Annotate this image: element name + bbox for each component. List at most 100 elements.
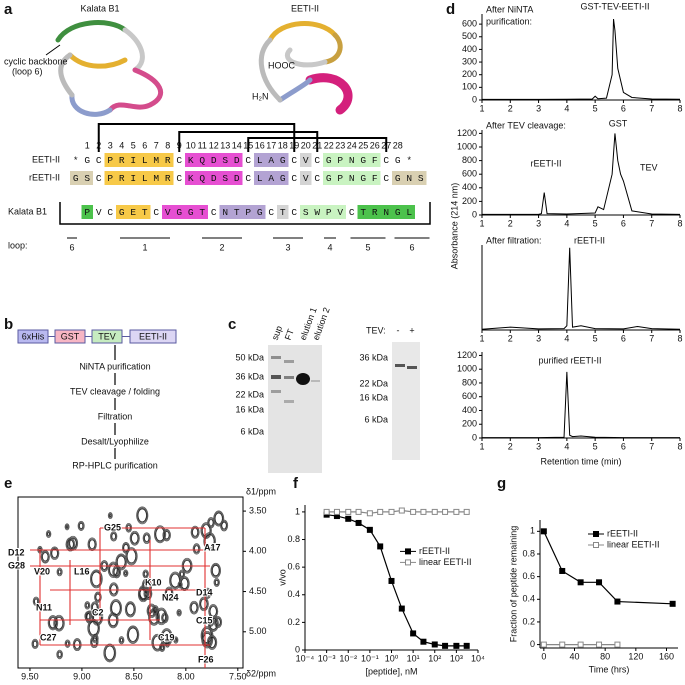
- x-tick-label: 4: [564, 103, 569, 113]
- residue-block: [392, 153, 404, 167]
- data-point: [410, 508, 417, 515]
- loop-label: loop:: [8, 240, 28, 250]
- legend-label: rEETI-II: [419, 546, 450, 556]
- residues: V: [303, 155, 315, 166]
- residues: SWPV: [303, 207, 349, 218]
- gel-1: [268, 345, 322, 473]
- loop-number: 4: [327, 242, 332, 252]
- annotation: After NiNTA: [486, 4, 533, 14]
- nmr-peak: [65, 640, 70, 647]
- x-tick-label: 4: [564, 218, 569, 228]
- residue-block: [357, 205, 415, 219]
- nmr-peak: [92, 634, 98, 643]
- panel-label: b: [4, 316, 13, 333]
- residue-block: [162, 205, 208, 219]
- nmr-peak: [110, 532, 117, 541]
- nmr-peak: [45, 530, 52, 538]
- residue-number: 25: [358, 140, 368, 150]
- annotation: After filtration:: [486, 235, 542, 245]
- nmr-peak: [32, 596, 40, 607]
- nmr-peak: [165, 587, 173, 599]
- nmr-peak: [191, 526, 199, 538]
- row-name: EETI-II: [32, 154, 60, 164]
- nmr-peak: [170, 573, 180, 588]
- nmr-peak: [129, 530, 140, 546]
- x-tick-label: 4: [564, 333, 569, 343]
- loop-number: 6: [409, 242, 414, 252]
- data-point: [323, 508, 330, 515]
- y-tick-label: 0.4: [522, 594, 535, 604]
- residue-number: 10: [186, 140, 196, 150]
- y-tick-label: 0: [472, 94, 477, 104]
- marker-label: 16 kDa: [235, 404, 264, 414]
- x-tick-label: 40: [569, 651, 579, 661]
- nmr-peak: [164, 586, 174, 600]
- nmr-peak: [90, 570, 102, 588]
- residue-number: 12: [209, 140, 219, 150]
- residue-block: [150, 205, 162, 219]
- nmr-peak: [103, 643, 117, 663]
- nmr-peak: [213, 510, 225, 527]
- nmr-peak: [214, 512, 223, 525]
- nmr-peak: [92, 603, 98, 612]
- nmr-peak: [142, 569, 149, 579]
- marker-label: 22 kDa: [359, 378, 388, 388]
- nmr-peak: [208, 519, 214, 527]
- nmr-peak: [53, 614, 65, 632]
- construct-label: GST: [61, 331, 80, 341]
- residue-block: [288, 153, 300, 167]
- nmr-peak: [214, 578, 220, 587]
- nmr-peak: [87, 537, 97, 552]
- residue-number: 11: [198, 140, 207, 150]
- marker-label: 22 kDa: [235, 389, 264, 399]
- residue-block: [70, 171, 93, 185]
- nmr-peak: [88, 620, 99, 636]
- x-tick-label: 3: [536, 333, 541, 343]
- nmr-peak: [210, 562, 221, 579]
- data-point: [377, 508, 384, 515]
- x-tick-label: 1: [479, 103, 484, 113]
- nmr-peak: [208, 636, 216, 648]
- residue-block: [173, 171, 185, 185]
- data-line: [326, 514, 467, 647]
- residues: C: [153, 207, 165, 218]
- x-tick-label: 6: [621, 441, 626, 451]
- gel-2: [392, 342, 420, 460]
- data-point: [559, 641, 566, 648]
- y-tick-label: 0: [472, 432, 477, 442]
- residues: C: [211, 207, 223, 218]
- residue-block: [185, 171, 243, 185]
- nmr-peak: [48, 616, 58, 630]
- x-tick-label: 3: [536, 103, 541, 113]
- data-point: [345, 508, 352, 515]
- residues: G: [84, 155, 96, 166]
- nmr-peak: [162, 630, 172, 645]
- x-tick-label: 8: [677, 441, 682, 451]
- nmr-peak: [137, 508, 147, 523]
- data-point: [596, 579, 603, 586]
- legend-label: linear EETI-II: [607, 539, 660, 549]
- x-tick-label: 1: [479, 333, 484, 343]
- residues: C: [314, 173, 326, 184]
- x-tick-label: 7: [649, 333, 654, 343]
- terminus: HOOC: [268, 60, 296, 70]
- data-point: [366, 526, 373, 533]
- data-point: [463, 642, 470, 649]
- data-point: [540, 528, 547, 535]
- nmr-peak: [220, 520, 228, 531]
- nmr-peak: [177, 611, 181, 615]
- x-tick-label: 3: [536, 441, 541, 451]
- y-tick-label: 0: [530, 639, 535, 649]
- nmr-peak: [42, 552, 49, 562]
- nmr-peak: [51, 548, 58, 559]
- x-tick-label: 6: [621, 333, 626, 343]
- y-tick-label: 5.00: [249, 626, 267, 636]
- y-tick-label: 600: [462, 18, 477, 28]
- nmr-peak: [174, 637, 178, 643]
- nmr-peak: [123, 570, 128, 577]
- y-tick-label: 1200: [457, 128, 477, 138]
- loop-number: 6: [69, 242, 74, 252]
- nmr-peak: [174, 638, 177, 642]
- x-tick-label: 8: [677, 218, 682, 228]
